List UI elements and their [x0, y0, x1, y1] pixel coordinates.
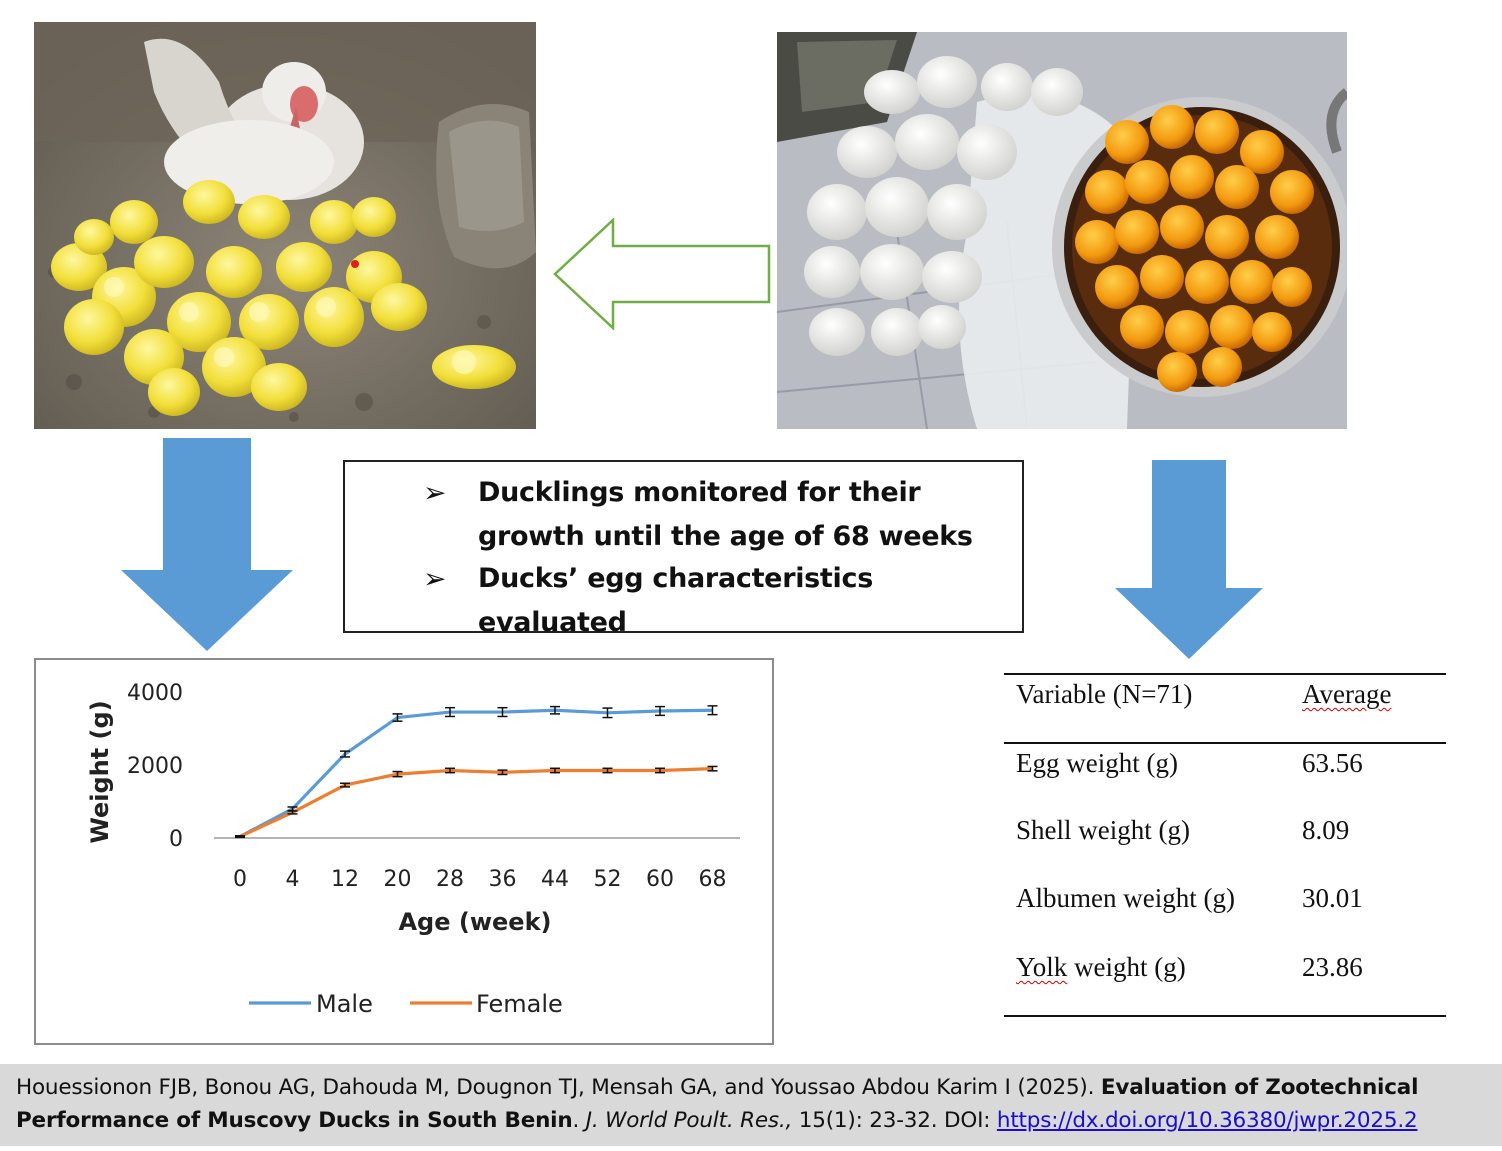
female-error-bar: [550, 767, 560, 774]
y-tick-label: 0: [169, 827, 183, 852]
x-tick-label: 36: [489, 867, 517, 892]
citation-text: Houessionon FJB, Bonou AG, Dahouda M, Do…: [16, 1071, 1486, 1137]
x-tick-label: 20: [384, 867, 412, 892]
y-tick-label: 4000: [127, 681, 183, 706]
male-error-bar: [707, 705, 718, 716]
female-error-bar: [445, 767, 455, 774]
summary-line-1a: Ducklings monitored for their: [478, 477, 921, 508]
x-tick-label: 4: [286, 867, 300, 892]
female-series-line: [239, 767, 713, 838]
x-tick-label: 60: [646, 867, 674, 892]
female-error-bar: [497, 769, 508, 776]
table-row-variable: Yolk weight (g): [1016, 952, 1186, 982]
table-header-average: Average: [1302, 679, 1392, 709]
citation-volume: 15(1): 23-32. DOI:: [792, 1108, 997, 1133]
y-tick-label: 2000: [127, 754, 183, 779]
summary-box: ➢ Ducklings monitored for their growth u…: [343, 460, 1024, 638]
table-header-rule: [1004, 742, 1446, 744]
female-error-bar: [340, 782, 350, 788]
table-row-average: 63.56: [1302, 748, 1363, 778]
eggs-photo: [777, 32, 1347, 429]
citation-bar: Houessionon FJB, Bonou AG, Dahouda M, Do…: [0, 1064, 1502, 1146]
x-tick-label: 68: [699, 867, 727, 892]
male-error-bar: [497, 706, 508, 718]
female-error-bar: [655, 767, 665, 774]
ducklings-photo: [34, 22, 536, 429]
x-tick-label: 52: [594, 867, 622, 892]
male-error-bar: [445, 706, 455, 718]
bullet-arrow-icon: ➢: [423, 476, 447, 509]
male-error-bar: [602, 707, 613, 719]
male-error-bar: [392, 713, 403, 722]
x-tick-label: 12: [331, 867, 359, 892]
female-error-bar: [287, 810, 298, 815]
summary-line-2: Ducks’ egg characteristics evaluated: [478, 563, 873, 638]
citation-after-title: .: [572, 1108, 586, 1133]
spellcheck-word: Yolk: [1016, 952, 1068, 982]
male-series-line: [239, 708, 713, 838]
table-top-rule: [1004, 673, 1446, 675]
x-tick-label: 28: [436, 867, 464, 892]
male-error-bar: [655, 705, 665, 717]
summary-line-1b: growth until the age of 68 weeks: [478, 521, 973, 552]
x-axis-label: Age (week): [398, 908, 551, 936]
female-error-bar: [235, 835, 245, 839]
x-tick-label: 44: [541, 867, 569, 892]
legend-label-female: Female: [476, 990, 563, 1018]
y-axis-label: Weight (g): [86, 700, 114, 843]
left-outline-arrow-icon: [553, 218, 771, 330]
growth-chart-svg: Weight (g) Age (week) 0 4 12 20 28 36 44 52 60 68…: [86, 681, 740, 1018]
table-bottom-rule: [1004, 1015, 1446, 1017]
growth-chart: Weight (g) Age (week) 0 4 12 20 28 36 44 52 60 68…: [34, 658, 774, 1045]
female-error-bar: [707, 765, 718, 772]
citation-journal: J. World Poult. Res.,: [585, 1108, 793, 1133]
down-arrow-right-icon: [1115, 460, 1263, 659]
down-arrow-left-icon: [121, 438, 293, 651]
table-header-variable: Variable (N=71): [1016, 679, 1193, 709]
male-error-bar: [550, 705, 560, 715]
female-error-bar: [392, 770, 403, 778]
table-row-variable: Egg weight (g): [1016, 748, 1178, 778]
table-row-average: 8.09: [1302, 815, 1350, 845]
male-error-bar: [340, 750, 350, 758]
bullet-arrow-icon: ➢: [423, 562, 447, 595]
doi-link[interactable]: https://dx.doi.org/10.36380/jwpr.2025.2: [996, 1108, 1418, 1133]
table-row-variable: Shell weight (g): [1016, 815, 1190, 845]
legend-label-male: Male: [316, 990, 373, 1018]
citation-authors: Houessionon FJB, Bonou AG, Dahouda M, Do…: [16, 1075, 1101, 1100]
egg-characteristics-table: Variable (N=71) Average Egg weight (g) 6…: [1004, 673, 1446, 1019]
female-error-bar: [602, 767, 613, 774]
table-row-average: 30.01: [1302, 883, 1363, 913]
table-row-average: 23.86: [1302, 952, 1363, 982]
x-tick-label: 0: [233, 867, 247, 892]
table-row-variable: Albumen weight (g): [1016, 883, 1235, 913]
citation-title: Evaluation of Zootechnical Performance o…: [16, 1075, 1419, 1133]
